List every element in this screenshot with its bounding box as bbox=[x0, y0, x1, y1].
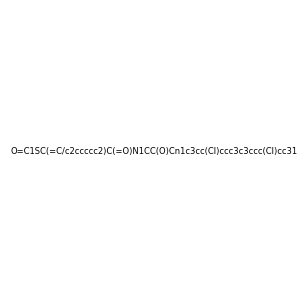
Text: O=C1SC(=C/c2ccccc2)C(=O)N1CC(O)Cn1c3cc(Cl)ccc3c3ccc(Cl)cc31: O=C1SC(=C/c2ccccc2)C(=O)N1CC(O)Cn1c3cc(C… bbox=[10, 147, 297, 156]
